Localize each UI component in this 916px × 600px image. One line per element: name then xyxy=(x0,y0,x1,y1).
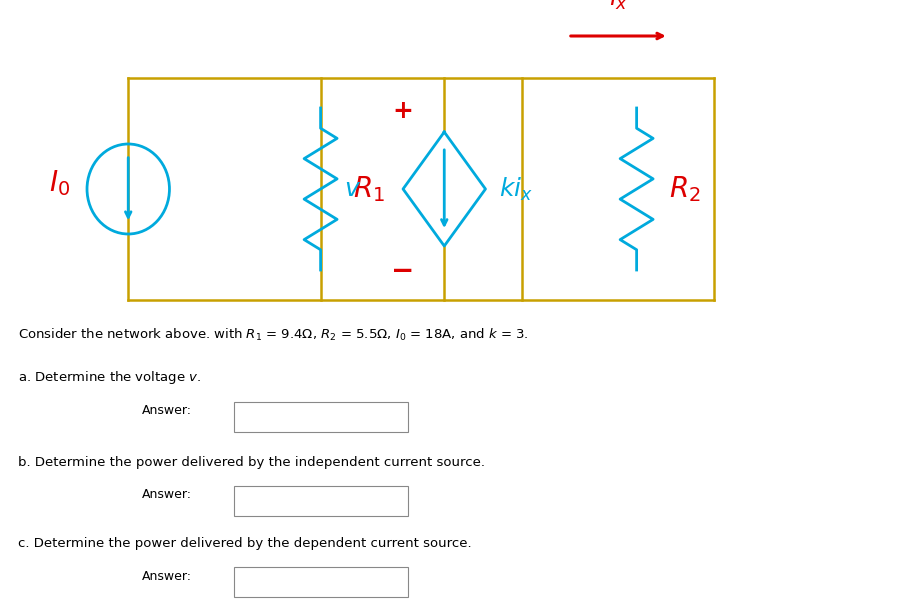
Text: $i_x$: $i_x$ xyxy=(608,0,628,12)
Text: Answer:: Answer: xyxy=(142,569,192,583)
Text: Answer:: Answer: xyxy=(142,404,192,418)
Text: $ki_x$: $ki_x$ xyxy=(499,175,533,203)
FancyBboxPatch shape xyxy=(234,486,408,516)
Text: b. Determine the power delivered by the independent current source.: b. Determine the power delivered by the … xyxy=(18,456,485,469)
Text: $R_2$: $R_2$ xyxy=(669,174,701,204)
FancyBboxPatch shape xyxy=(234,567,408,597)
Text: $v$: $v$ xyxy=(344,177,361,201)
Text: $R_1$: $R_1$ xyxy=(353,174,385,204)
Text: Consider the network above. with $R_1$ = 9.4$\Omega$, $R_2$ = 5.5$\Omega$, $I_0$: Consider the network above. with $R_1$ =… xyxy=(18,327,529,343)
Text: $I_0$: $I_0$ xyxy=(49,168,71,198)
Text: −: − xyxy=(391,257,415,285)
Text: c. Determine the power delivered by the dependent current source.: c. Determine the power delivered by the … xyxy=(18,537,472,550)
FancyBboxPatch shape xyxy=(234,402,408,432)
Text: Answer:: Answer: xyxy=(142,488,192,502)
Text: a. Determine the voltage $v$.: a. Determine the voltage $v$. xyxy=(18,369,202,386)
Text: +: + xyxy=(393,99,413,123)
